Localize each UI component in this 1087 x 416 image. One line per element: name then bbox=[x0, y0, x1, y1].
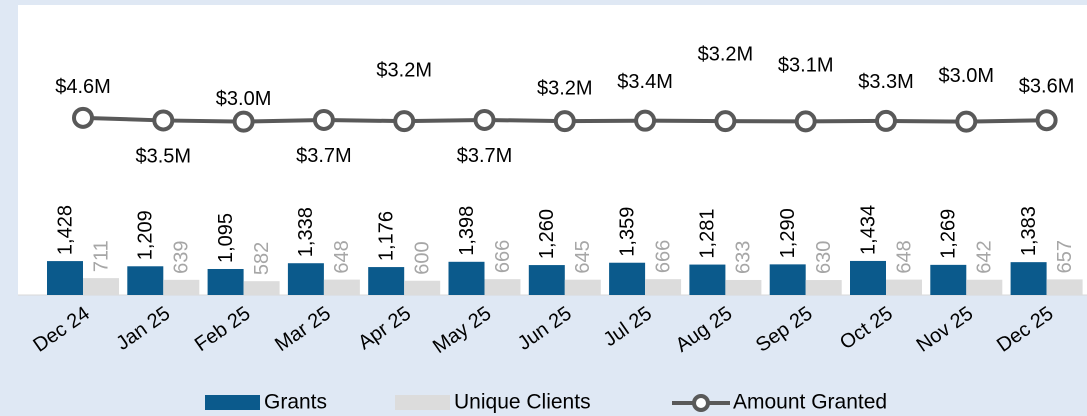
data-label: $3.2M bbox=[698, 43, 754, 65]
bar bbox=[609, 262, 646, 295]
legend-label: Grants bbox=[264, 391, 327, 414]
x-tick-label: Dec 25 bbox=[993, 302, 1058, 356]
line-marker bbox=[152, 109, 175, 132]
data-label: 666 bbox=[492, 240, 514, 273]
line-marker bbox=[875, 109, 897, 132]
x-tick-label: Jan 25 bbox=[112, 302, 174, 354]
bar bbox=[404, 280, 441, 295]
bar bbox=[805, 280, 842, 295]
data-label: 1,398 bbox=[456, 206, 478, 256]
data-label: 1,269 bbox=[938, 209, 960, 259]
bar bbox=[725, 279, 762, 295]
bar bbox=[207, 268, 244, 295]
bar bbox=[243, 281, 280, 295]
data-label: $3.5M bbox=[136, 146, 192, 168]
bar bbox=[83, 278, 119, 295]
line-marker bbox=[714, 110, 737, 133]
x-tick-label: Feb 25 bbox=[191, 302, 255, 356]
data-label: 1,095 bbox=[215, 213, 237, 263]
data-label: $3.3M bbox=[858, 71, 914, 93]
data-label: 1,434 bbox=[857, 205, 879, 255]
bar bbox=[163, 279, 200, 295]
data-label: 1,281 bbox=[697, 209, 719, 259]
data-label: $3.2M bbox=[376, 59, 432, 81]
bar bbox=[47, 261, 83, 295]
x-tick-label: Oct 25 bbox=[836, 302, 897, 354]
line-marker bbox=[232, 110, 255, 133]
data-label: 645 bbox=[572, 240, 594, 273]
x-tick-label: Aug 25 bbox=[672, 302, 737, 356]
bar bbox=[689, 264, 726, 295]
data-label: 633 bbox=[733, 241, 755, 274]
plot-area bbox=[18, 5, 1087, 295]
data-label: $3.7M bbox=[457, 145, 513, 167]
x-tick-label: Nov 25 bbox=[913, 302, 978, 356]
line-marker bbox=[553, 110, 576, 133]
data-label: 666 bbox=[652, 240, 674, 273]
data-label: 1,209 bbox=[135, 210, 157, 260]
data-label: $3.0M bbox=[216, 88, 272, 110]
line-marker bbox=[955, 110, 978, 133]
data-label: 1,428 bbox=[54, 205, 76, 255]
x-tick-label: Dec 24 bbox=[29, 302, 94, 356]
bar bbox=[564, 279, 601, 295]
data-label: $3.1M bbox=[778, 55, 834, 77]
data-label: 648 bbox=[893, 240, 915, 273]
data-label: 648 bbox=[331, 240, 353, 273]
bar bbox=[127, 266, 164, 295]
data-label: 1,176 bbox=[375, 211, 397, 261]
data-label: $3.0M bbox=[939, 65, 995, 87]
bar bbox=[1046, 279, 1083, 295]
bar bbox=[769, 264, 806, 295]
data-label: 1,383 bbox=[1018, 206, 1040, 256]
x-tick-label: Jul 25 bbox=[600, 302, 656, 351]
line-marker bbox=[72, 106, 94, 129]
legend-swatch bbox=[692, 394, 710, 412]
x-tick-label: Apr 25 bbox=[354, 302, 415, 354]
data-label: 657 bbox=[1054, 240, 1076, 273]
data-label: $3.4M bbox=[617, 71, 673, 93]
data-label: 639 bbox=[171, 240, 193, 273]
bar bbox=[287, 263, 324, 295]
legend-swatch bbox=[205, 395, 260, 410]
bar bbox=[930, 264, 967, 295]
line-marker bbox=[1035, 109, 1058, 132]
data-label: 1,290 bbox=[777, 208, 799, 258]
line-marker bbox=[634, 109, 657, 132]
bar bbox=[966, 279, 1003, 295]
data-label: 642 bbox=[974, 240, 996, 273]
data-label: $3.2M bbox=[537, 77, 593, 99]
legend-label: Amount Granted bbox=[733, 391, 887, 414]
x-tick-label: Sep 25 bbox=[752, 302, 817, 356]
line-marker bbox=[794, 110, 817, 133]
data-label: $4.6M bbox=[55, 76, 111, 98]
data-label: 1,260 bbox=[536, 209, 558, 259]
x-tick-label: May 25 bbox=[429, 302, 495, 358]
legend-label: Unique Clients bbox=[454, 391, 591, 414]
data-label: 630 bbox=[813, 241, 835, 274]
bar bbox=[1010, 262, 1047, 295]
x-tick-label: Mar 25 bbox=[271, 302, 335, 356]
bar bbox=[484, 279, 521, 295]
line-marker bbox=[312, 108, 335, 131]
bar bbox=[368, 267, 405, 295]
bar bbox=[850, 260, 886, 295]
data-label: 1,359 bbox=[616, 207, 638, 257]
bar bbox=[448, 261, 485, 295]
data-label: $3.7M bbox=[296, 145, 352, 167]
line-marker bbox=[393, 110, 416, 133]
data-label: 1,338 bbox=[295, 207, 317, 257]
data-label: 582 bbox=[251, 242, 273, 275]
bar bbox=[645, 279, 682, 295]
data-label: 711 bbox=[90, 240, 112, 272]
bar bbox=[528, 265, 565, 295]
data-label: 600 bbox=[411, 241, 433, 274]
bar bbox=[886, 279, 922, 295]
legend-swatch bbox=[395, 395, 450, 410]
bar bbox=[323, 279, 360, 295]
data-label: $3.6M bbox=[1019, 75, 1075, 97]
line-marker bbox=[473, 108, 496, 131]
x-tick-label: Jun 25 bbox=[514, 302, 576, 354]
